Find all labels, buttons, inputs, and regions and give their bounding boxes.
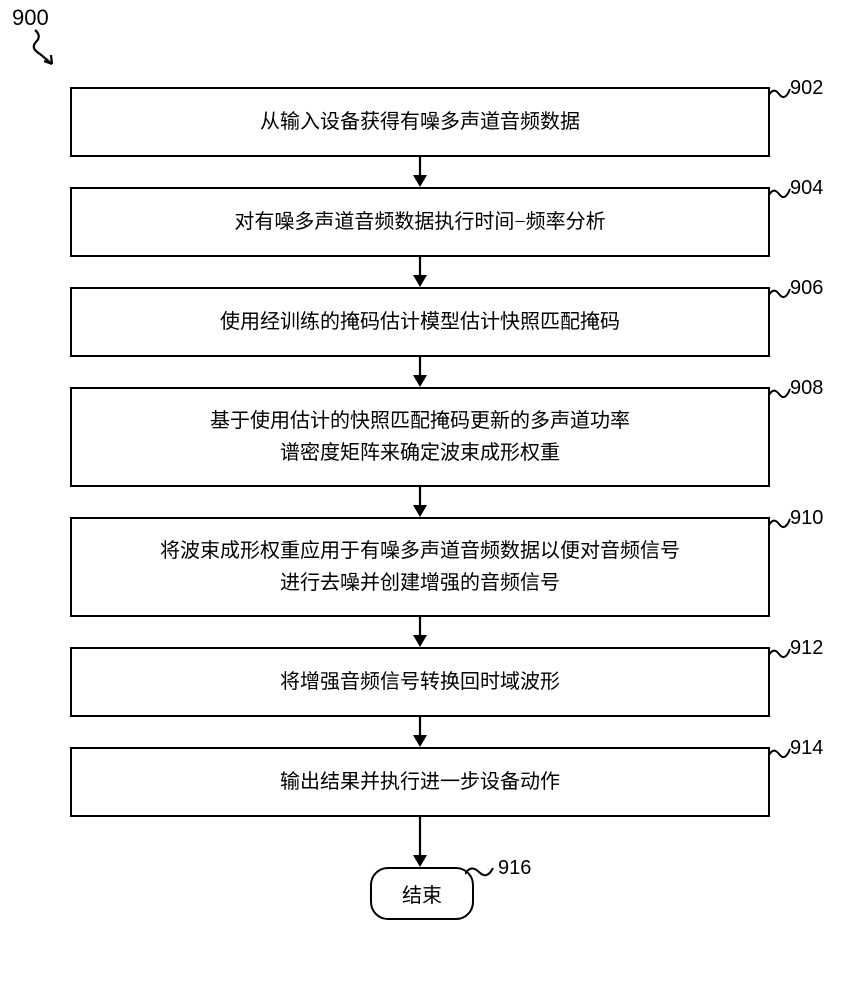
step-ref-label: 908 [790, 377, 823, 400]
arrow-down-icon [410, 487, 430, 517]
step-ref-label: 912 [790, 637, 823, 660]
step-ref-label: 906 [790, 277, 823, 300]
step-box-904: 对有噪多声道音频数据执行时间−频率分析 [70, 187, 770, 257]
step-text: 对有噪多声道音频数据执行时间−频率分析 [234, 206, 605, 238]
step-box-910: 将波束成形权重应用于有噪多声道音频数据以便对音频信号 进行去噪并创建增强的音频信… [70, 517, 770, 617]
step-box-902: 从输入设备获得有噪多声道音频数据 [70, 87, 770, 157]
step-box-908: 基于使用估计的快照匹配掩码更新的多声道功率 谱密度矩阵来确定波束成形权重 [70, 387, 770, 487]
step-box-914: 输出结果并执行进一步设备动作 [70, 747, 770, 817]
arrow-down-icon [410, 717, 430, 747]
arrow-down-icon [410, 257, 430, 287]
step-text: 从输入设备获得有噪多声道音频数据 [260, 106, 580, 138]
step-box-912: 将增强音频信号转换回时域波形 [70, 647, 770, 717]
figure-pointer-arrow [30, 28, 70, 68]
arrow-down-icon [410, 817, 430, 867]
flowchart-container: 900 从输入设备获得有噪多声道音频数据902对有噪多声道音频数据执行时间−频率… [0, 0, 842, 1000]
step-leader-line [768, 743, 792, 763]
step-leader-line [768, 83, 792, 103]
end-ref-label: 916 [498, 857, 531, 880]
step-ref-label: 914 [790, 737, 823, 760]
arrow-down-icon [410, 157, 430, 187]
step-text: 将增强音频信号转换回时域波形 [280, 666, 560, 698]
step-leader-line [768, 283, 792, 303]
step-leader-line [768, 383, 792, 403]
end-terminator: 结束 [370, 867, 474, 920]
step-leader-line [768, 183, 792, 203]
end-label-text: 结束 [402, 879, 442, 908]
end-leader-line [465, 862, 495, 880]
step-text: 将波束成形权重应用于有噪多声道音频数据以便对音频信号 进行去噪并创建增强的音频信… [160, 535, 680, 599]
step-ref-label: 910 [790, 507, 823, 530]
step-leader-line [768, 513, 792, 533]
step-ref-label: 902 [790, 77, 823, 100]
step-text: 输出结果并执行进一步设备动作 [280, 766, 560, 798]
step-text: 基于使用估计的快照匹配掩码更新的多声道功率 谱密度矩阵来确定波束成形权重 [210, 405, 630, 469]
arrow-down-icon [410, 357, 430, 387]
step-ref-label: 904 [790, 177, 823, 200]
step-text: 使用经训练的掩码估计模型估计快照匹配掩码 [220, 306, 620, 338]
arrow-down-icon [410, 617, 430, 647]
step-leader-line [768, 643, 792, 663]
step-box-906: 使用经训练的掩码估计模型估计快照匹配掩码 [70, 287, 770, 357]
